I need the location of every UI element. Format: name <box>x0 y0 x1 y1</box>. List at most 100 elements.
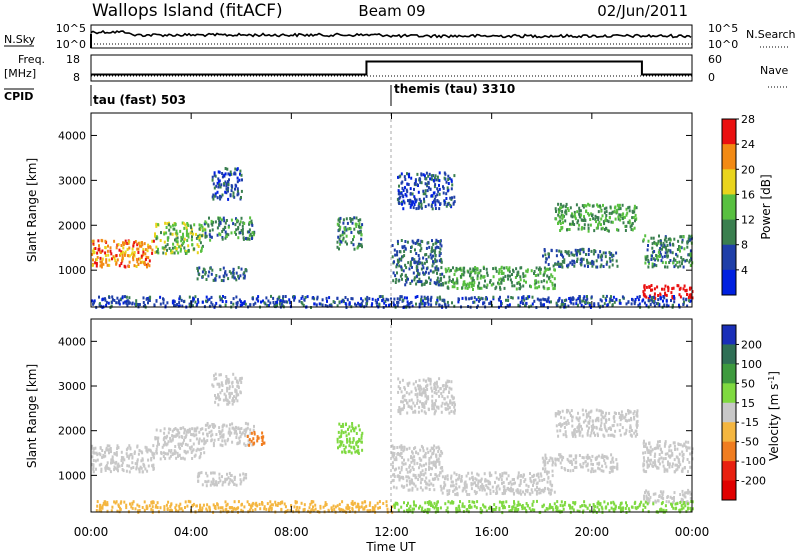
echo-cell <box>426 447 429 451</box>
echo-cell <box>429 382 432 386</box>
echo-cell <box>613 420 616 424</box>
echo-cell <box>582 297 585 301</box>
echo-cell <box>531 295 534 299</box>
echo-cell <box>431 239 433 243</box>
echo-cell <box>568 411 571 415</box>
echo-cell <box>688 490 691 494</box>
echo-cell <box>217 438 220 441</box>
echo-cell <box>353 501 356 505</box>
echo-cell <box>575 298 578 302</box>
echo-cell <box>338 247 340 251</box>
echo-cell <box>173 300 176 304</box>
echo-cell <box>561 253 563 257</box>
echo-cell <box>687 488 690 492</box>
echo-cell <box>576 260 578 263</box>
echo-cell <box>198 238 201 242</box>
echo-cell <box>263 301 266 305</box>
echo-cell <box>242 237 245 241</box>
echo-cell <box>127 456 130 460</box>
echo-cell <box>238 378 241 382</box>
echo-cell <box>410 460 413 464</box>
echo-cell <box>570 409 573 413</box>
echo-cell <box>507 482 510 485</box>
echo-cell <box>432 270 435 274</box>
echo-cell <box>104 239 107 243</box>
echo-cell <box>611 303 614 307</box>
echo-cell <box>92 258 94 262</box>
echo-cell <box>605 456 608 460</box>
echo-cell <box>549 492 552 495</box>
echo-cell <box>128 254 131 258</box>
echo-cell <box>235 429 238 433</box>
echo-cell <box>591 264 594 268</box>
echo-cell <box>464 286 467 290</box>
echo-cell <box>527 484 530 488</box>
echo-cell <box>450 484 452 488</box>
echo-cell <box>346 440 349 444</box>
echo-cell <box>470 271 472 275</box>
colorbar-tick-label: 20 <box>741 163 755 176</box>
echo-cell <box>509 274 511 278</box>
echo-cell <box>425 462 428 466</box>
echo-cell <box>662 457 665 461</box>
echo-cell <box>155 224 158 228</box>
echo-cell <box>190 226 193 230</box>
echo-cell <box>609 426 612 430</box>
echo-cell <box>577 419 580 422</box>
echo-cell <box>199 427 202 431</box>
echo-cell <box>439 242 442 246</box>
echo-cell <box>443 202 446 206</box>
echo-cell <box>203 437 206 441</box>
echo-cell <box>168 223 171 227</box>
echo-cell <box>432 463 435 467</box>
echo-cell <box>256 297 259 301</box>
echo-cell <box>434 410 436 414</box>
echo-cell <box>191 457 194 460</box>
echo-cell <box>405 399 408 402</box>
echo-cell <box>643 497 646 501</box>
echo-cell <box>340 434 343 438</box>
echo-cell <box>136 460 139 463</box>
echo-cell <box>664 452 667 456</box>
echo-cell <box>547 475 550 479</box>
echo-cell <box>443 481 446 485</box>
echo-cell <box>237 266 240 270</box>
echo-cell <box>561 265 564 269</box>
echo-cell <box>688 234 691 238</box>
echo-cell <box>342 509 345 513</box>
echo-cell <box>120 450 123 454</box>
echo-cell <box>172 299 175 303</box>
echo-cell <box>435 380 438 384</box>
echo-cell <box>151 500 154 504</box>
echo-cell <box>360 434 363 437</box>
echo-cell <box>227 277 230 281</box>
echo-cell <box>636 295 639 299</box>
echo-cell <box>219 373 222 377</box>
echo-cell <box>655 500 658 504</box>
echo-cell <box>104 466 107 470</box>
echo-cell <box>536 499 538 503</box>
echo-cell <box>337 430 340 434</box>
echo-cell <box>613 300 616 304</box>
echo-cell <box>559 229 562 232</box>
echo-cell <box>495 476 498 480</box>
echo-cell <box>212 220 215 224</box>
echo-cell <box>215 481 218 485</box>
echo-cell <box>265 507 268 511</box>
echo-cell <box>214 400 217 404</box>
echo-cell <box>423 304 426 308</box>
echo-cell <box>472 478 474 482</box>
echo-cell <box>240 196 242 199</box>
echo-cell <box>625 428 628 432</box>
echo-cell <box>598 220 601 224</box>
echo-cell <box>336 245 339 249</box>
echo-cell <box>377 506 380 510</box>
echo-cell <box>170 449 173 452</box>
echo-cell <box>605 429 608 433</box>
echo-cell <box>662 490 665 494</box>
echo-cell <box>208 216 210 220</box>
echo-cell <box>633 210 636 214</box>
echo-cell <box>345 217 348 221</box>
echo-cell <box>425 379 428 383</box>
echo-cell <box>601 453 604 457</box>
